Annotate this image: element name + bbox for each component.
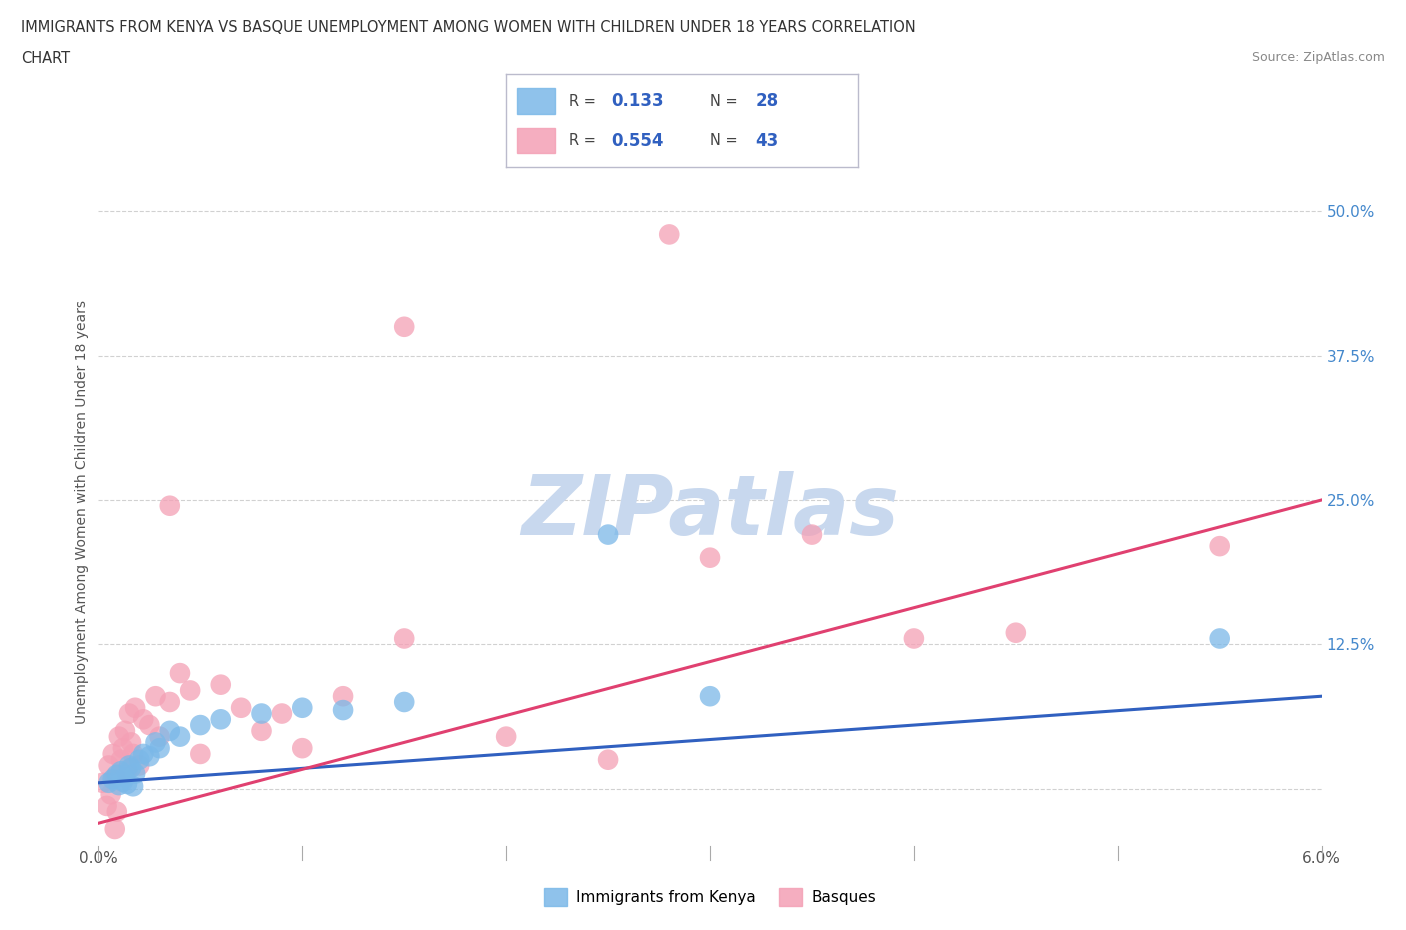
Point (169, 666, 191, 681)
Point (108, 777, 131, 792)
Point (159, 695, 181, 710)
Point (149, 740, 172, 755)
Point (104, 821, 127, 836)
Point (699, 689, 721, 704)
Point (96, 799, 118, 814)
Text: 0.554: 0.554 (612, 132, 664, 150)
Point (392, 319, 416, 334)
Point (145, 735, 167, 750)
Point (159, 498, 181, 513)
Point (332, 703, 354, 718)
Point (658, 227, 681, 242)
Bar (517, 128, 555, 153)
Point (801, 527, 824, 542)
Point (118, 706, 141, 721)
Point (169, 729, 191, 744)
Text: N =: N = (710, 94, 742, 109)
Point (97, 776, 120, 790)
Point (903, 631, 925, 646)
Point (1208, 631, 1230, 646)
Point (110, 764, 132, 778)
Point (111, 774, 134, 789)
Point (114, 724, 136, 738)
Point (128, 752, 150, 767)
Point (291, 740, 314, 755)
Point (332, 689, 354, 704)
Point (229, 700, 253, 715)
Point (1208, 538, 1230, 553)
Point (114, 770, 136, 785)
Point (120, 761, 142, 776)
Point (124, 766, 146, 781)
Point (149, 729, 172, 744)
Point (138, 749, 160, 764)
Text: IMMIGRANTS FROM KENYA VS BASQUE UNEMPLOYMENT AMONG WOMEN WITH CHILDREN UNDER 18 : IMMIGRANTS FROM KENYA VS BASQUE UNEMPLOY… (21, 20, 915, 35)
Text: R =: R = (569, 94, 600, 109)
Text: CHART: CHART (21, 51, 70, 66)
Point (111, 740, 134, 755)
Point (132, 747, 155, 762)
Point (97, 758, 120, 773)
Text: 0.133: 0.133 (612, 92, 664, 110)
Point (104, 770, 127, 785)
Point (270, 706, 292, 721)
Point (699, 551, 721, 565)
Point (1004, 625, 1026, 640)
Point (209, 677, 232, 692)
Point (596, 527, 619, 542)
Text: 28: 28 (756, 92, 779, 110)
Point (132, 711, 155, 726)
Point (118, 758, 141, 773)
Point (120, 735, 142, 750)
Point (108, 729, 131, 744)
Point (250, 724, 273, 738)
Point (209, 711, 232, 726)
Bar (517, 88, 555, 114)
Text: Source: ZipAtlas.com: Source: ZipAtlas.com (1251, 51, 1385, 64)
Point (124, 700, 146, 715)
Point (122, 747, 145, 762)
Point (291, 700, 314, 715)
Point (495, 729, 517, 744)
Text: R =: R = (569, 133, 600, 148)
Point (392, 631, 416, 646)
Legend: Immigrants from Kenya, Basques: Immigrants from Kenya, Basques (538, 882, 882, 912)
Text: ZIPatlas: ZIPatlas (522, 471, 898, 552)
Point (138, 718, 160, 733)
Point (179, 683, 201, 698)
Point (101, 747, 124, 762)
Point (122, 778, 145, 793)
Point (188, 718, 212, 733)
Text: N =: N = (710, 133, 742, 148)
Point (159, 724, 181, 738)
Point (91, 776, 114, 790)
Point (188, 747, 212, 762)
Point (110, 752, 132, 767)
Point (105, 767, 128, 782)
Point (250, 706, 273, 721)
Point (145, 689, 167, 704)
Point (115, 777, 138, 791)
Point (596, 752, 619, 767)
Text: 43: 43 (756, 132, 779, 150)
Point (115, 764, 138, 778)
Point (128, 758, 150, 773)
Point (101, 772, 124, 787)
Point (105, 804, 128, 819)
Point (100, 787, 122, 802)
Point (392, 695, 416, 710)
Y-axis label: Unemployment Among Women with Children Under 18 years: Unemployment Among Women with Children U… (76, 299, 90, 724)
